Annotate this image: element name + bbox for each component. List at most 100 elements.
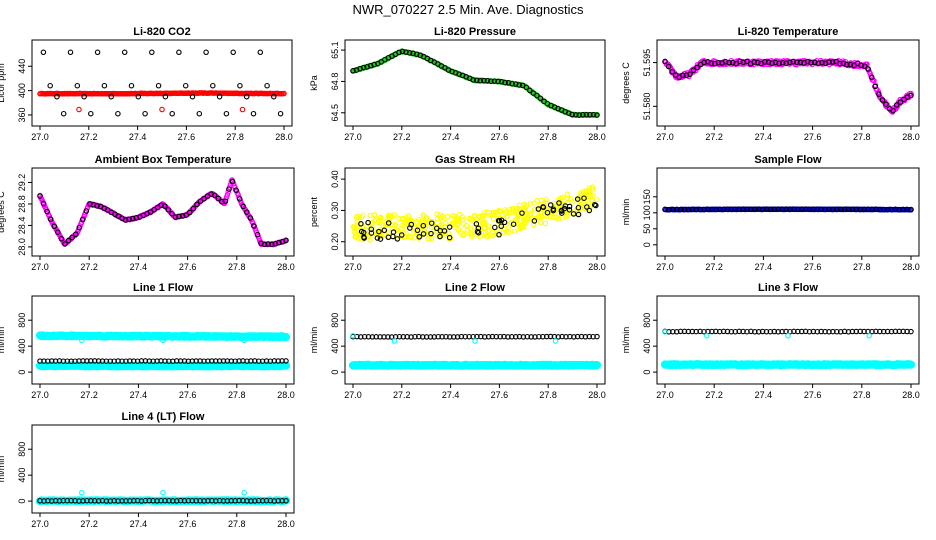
data-point [244, 209, 250, 215]
data-point [241, 489, 247, 496]
data-point [55, 229, 61, 235]
x-tick-label: 28.0 [275, 132, 293, 142]
plot-frame [344, 39, 606, 127]
y-tick-label: 360 [17, 107, 27, 122]
data-point [470, 77, 476, 83]
data-point [544, 209, 551, 216]
data-point [589, 184, 596, 190]
x-tick-label: 28.0 [588, 262, 606, 272]
data-points [350, 48, 600, 118]
data-point [586, 333, 593, 340]
x-tick-label: 27.8 [539, 390, 557, 400]
y-tick-label: 28.4 [17, 217, 27, 235]
y-tick-label: 440 [17, 59, 27, 74]
data-point [779, 60, 786, 66]
data-point [542, 220, 549, 227]
data-point [40, 200, 47, 207]
data-point [491, 78, 498, 84]
y-tick-label: 800 [17, 313, 27, 328]
data-point [858, 62, 864, 69]
data-point [481, 232, 487, 239]
data-point [396, 333, 403, 340]
data-point [869, 74, 875, 81]
data-point [436, 225, 443, 232]
data-point [811, 59, 818, 66]
data-point [149, 49, 155, 56]
data-point [76, 225, 82, 231]
data-point [76, 106, 82, 113]
data-point [463, 222, 470, 229]
data-point [507, 206, 513, 213]
data-point [567, 196, 574, 202]
data-point [165, 207, 172, 213]
x-tick-label: 27.0 [656, 132, 674, 142]
data-point [460, 226, 467, 233]
y-axis-label: ml/min [621, 327, 631, 354]
data-point [488, 78, 494, 84]
plot-frame [344, 167, 606, 257]
data-point [537, 219, 544, 226]
data-point [79, 489, 85, 496]
data-point [410, 50, 416, 57]
data-point [865, 66, 871, 72]
data-point [571, 334, 577, 340]
y-tick-label: 0 [642, 370, 652, 375]
data-point [115, 110, 121, 117]
data-point [496, 232, 502, 238]
data-point [866, 333, 872, 339]
plot-frame [31, 167, 295, 257]
data-point [454, 221, 460, 228]
data-point [101, 82, 108, 89]
data-point [87, 201, 93, 207]
data-point [453, 216, 459, 223]
data-point [452, 213, 458, 220]
data-point [353, 231, 360, 238]
x-tick-label: 27.8 [853, 390, 871, 400]
data-point [446, 224, 453, 230]
data-point [503, 228, 509, 235]
data-point [223, 110, 230, 117]
data-point [594, 196, 600, 203]
x-tick-label: 27.2 [705, 132, 723, 142]
data-point [815, 60, 822, 66]
data-point [197, 198, 204, 204]
x-tick-label: 27.2 [393, 132, 411, 142]
chart-li820-pressure: Li-820 Pressure kPa 27.0 27.2 27.4 27.6 27.8 28… [309, 26, 606, 142]
y-tick-label: 51.595 [642, 49, 652, 77]
data-point [534, 198, 540, 204]
data-point [510, 205, 516, 212]
data-point [433, 225, 440, 232]
data-point [729, 59, 736, 66]
panel-title: Sample Flow [754, 154, 822, 166]
y-tick-label: 50 [642, 224, 652, 234]
data-point [574, 196, 581, 202]
data-point [467, 230, 474, 237]
data-point [495, 78, 501, 85]
x-tick-label: 28.0 [277, 262, 295, 272]
data-point [189, 93, 196, 100]
data-point [514, 215, 520, 222]
data-point [485, 334, 492, 340]
data-point [489, 212, 495, 219]
x-tick-label: 27.2 [705, 262, 723, 272]
data-point [283, 498, 289, 504]
x-tick-label: 27.8 [853, 132, 871, 142]
data-point [94, 49, 101, 56]
data-point [662, 329, 668, 335]
data-point [819, 60, 825, 66]
data-point [425, 236, 431, 242]
y-tick-label: 28.0 [17, 238, 27, 256]
data-point [240, 203, 246, 210]
data-point [361, 235, 367, 241]
data-point [264, 82, 270, 89]
y-tick-label: 28.8 [17, 195, 27, 213]
data-point [257, 49, 264, 56]
x-tick-label: 27.0 [31, 519, 49, 529]
y-tick-label: 150 [642, 189, 652, 204]
data-point [552, 338, 559, 344]
data-points [662, 206, 914, 213]
data-point [519, 210, 525, 216]
data-point [502, 79, 508, 86]
x-tick-label: 27.8 [539, 132, 557, 142]
data-point [575, 211, 582, 218]
